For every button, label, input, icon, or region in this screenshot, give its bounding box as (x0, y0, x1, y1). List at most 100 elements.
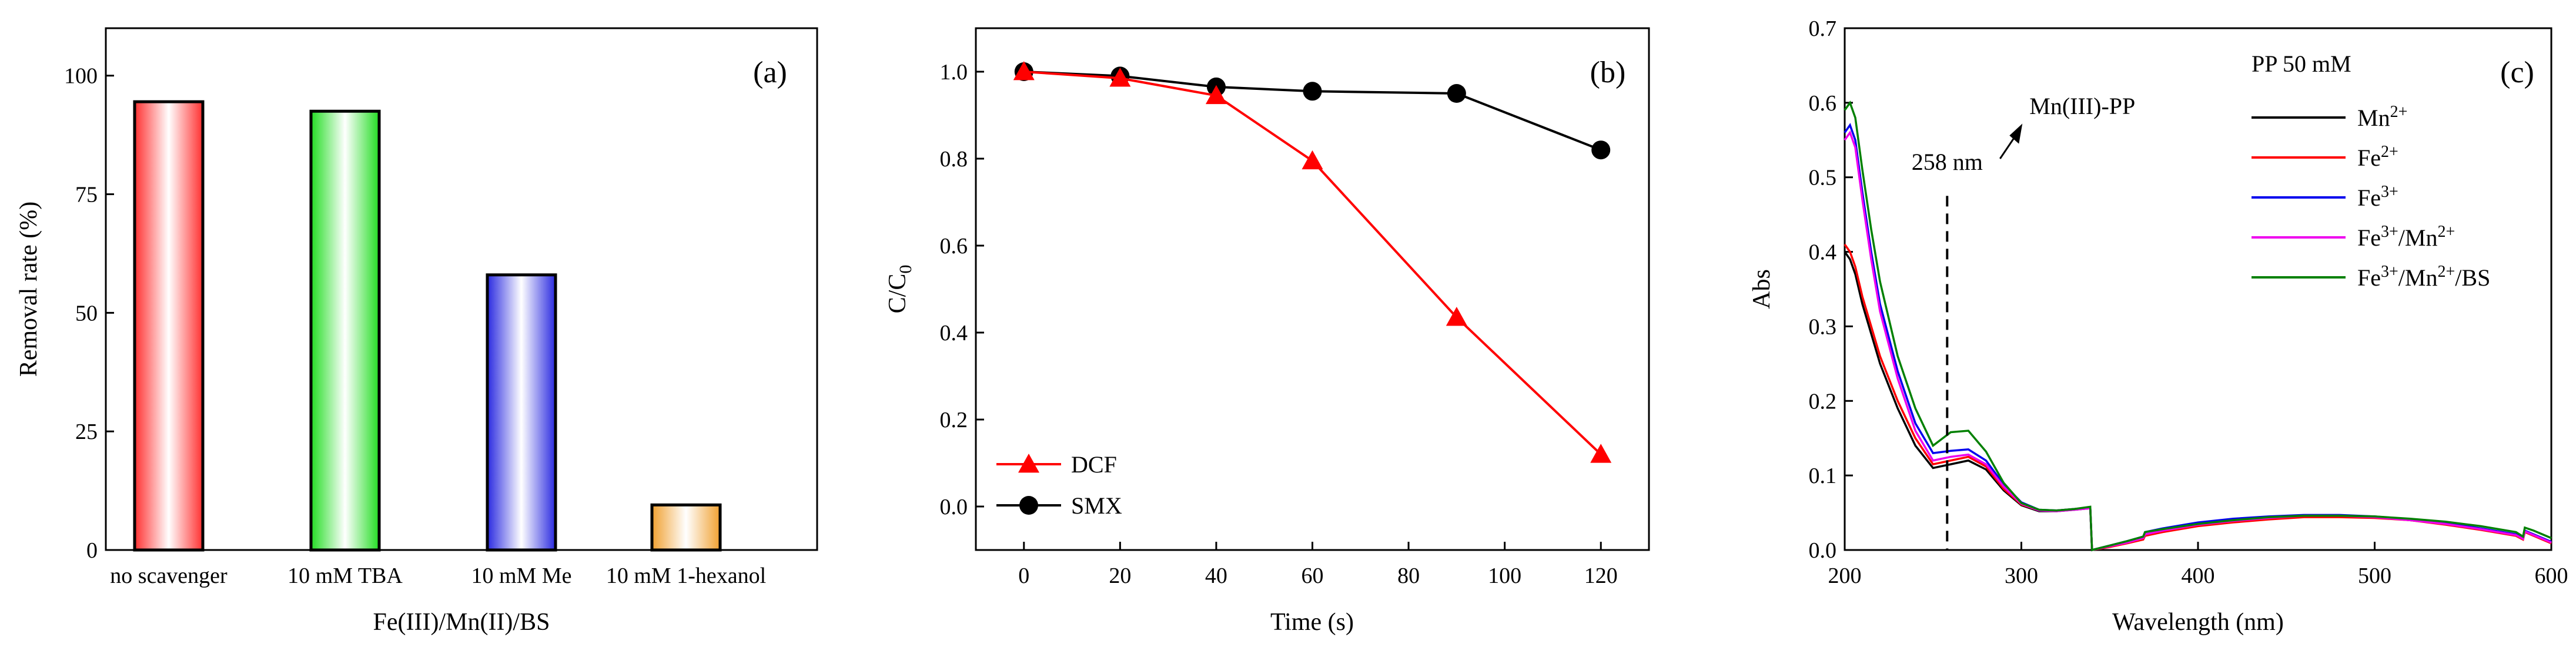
panel-c-ytick-label: 0.0 (1809, 538, 1837, 563)
panel-a-ylabel: Removal rate (%) (15, 202, 42, 377)
legend-label-mid: /Mn (2398, 264, 2438, 291)
panel-c-xtick-label: 200 (1828, 564, 1862, 588)
legend-label-4: Fe3+/Mn2+/BS (2357, 263, 2490, 291)
panel-c-xlabel: Wavelength (nm) (2112, 609, 2284, 636)
panel-b-xtick-label: 40 (1205, 564, 1227, 588)
panel-c-frame (1844, 27, 2552, 551)
spectrum-line-2 (1844, 123, 2552, 552)
bar-2 (486, 273, 557, 552)
panel-b-ytick-label: 0.8 (940, 147, 968, 172)
chart-panel-c: 200 300 400 500 6000.00.10.20.30.40.50.60.7 … (1748, 16, 2568, 636)
spectrum-line-4 (1844, 100, 2552, 552)
panel-b-xtick-label: 100 (1488, 564, 1521, 588)
point-dcf (1205, 85, 1227, 105)
legend-label-mid: /Mn (2398, 224, 2438, 251)
legend-label-base: Fe (2357, 224, 2381, 251)
panel-b-ytick-label: 0.4 (940, 321, 968, 346)
series-line-smx (1023, 71, 1601, 152)
panel-c-ytick-label: 0.3 (1809, 314, 1837, 339)
panel-b-series (1013, 61, 1612, 463)
panel-b-ytick-label: 0.2 (940, 408, 968, 432)
panel-a-category-label: 10 mM 1-hexanol (606, 564, 766, 588)
legend-label-2: Fe3+ (2357, 183, 2398, 212)
spectrum-line-3 (1844, 130, 2552, 552)
legend-label-sup: 2+ (2381, 143, 2398, 161)
panel-c-ylabel: Abs (1748, 269, 1775, 309)
panel-c-ticks: 200 300 400 500 600 0.0 0.1 0.2 0.3 0.4 0.5 0.6 0.7 (1809, 16, 2568, 588)
panel-b-xtick-label: 120 (1584, 564, 1618, 588)
legend-label-sup2: 2+ (2437, 223, 2455, 241)
legend-label-sup: 2+ (2390, 103, 2408, 121)
panel-c-ytick-label: 0.5 (1809, 166, 1837, 190)
panel-b-tag: (b) (1590, 56, 1626, 89)
spectrum-line-1 (1844, 243, 2552, 552)
panel-c-legend: PP 50 mMMn2+Fe2+Fe3+Fe3+/Mn2+Fe3+/Mn2+/B… (2252, 51, 2490, 291)
panel-b-xtick-label: 80 (1397, 564, 1420, 588)
panel-a-xlabel: Fe(III)/Mn(II)/BS (373, 609, 550, 636)
panel-a-category-label: 10 mM Me (471, 564, 572, 588)
panel-c-xtick-label: 400 (2182, 564, 2215, 588)
chart-panel-a: 0 25 50 75 100 no scavenger 10 mM TBA 10 mM Me… (15, 27, 818, 636)
panel-b-ytick-label: 0.0 (940, 495, 968, 519)
panel-a-ticks: 0 25 50 75 100 (64, 64, 687, 563)
legend-label-dcf: DCF (1071, 451, 1117, 478)
point-dcf (1109, 68, 1131, 87)
panel-c-ytick-label: 0.4 (1809, 240, 1837, 265)
bar-3 (650, 503, 722, 552)
chart-panel-b: 0 20 40 60 80 100 120 0.0 0.2 0.4 0.6 0.8 1.0 (b) Ti… (884, 27, 1650, 636)
legend-marker-dcf (1018, 454, 1039, 473)
panel-c-xtick-label: 500 (2358, 564, 2391, 588)
panel-a-category-label: no scavenger (110, 564, 228, 588)
panel-a-frame (105, 27, 818, 551)
legend-label-smx: SMX (1071, 492, 1122, 519)
panel-c-ytick-label: 0.1 (1809, 464, 1837, 488)
panel-a-ytick-label: 50 (75, 301, 98, 326)
panel-c-xtick-label: 300 (2005, 564, 2038, 588)
spectrum-line-0 (1844, 251, 2552, 552)
point-dcf (1302, 150, 1323, 170)
panel-b-xlabel: Time (s) (1270, 609, 1354, 636)
panel-c-tag: (c) (2500, 56, 2534, 89)
series-line-dcf (1023, 71, 1602, 455)
panel-b-ytick-label: 1.0 (940, 60, 968, 85)
panel-a-ytick-label: 25 (75, 420, 98, 444)
bar-0 (133, 100, 205, 552)
bar-1 (309, 109, 381, 552)
panel-a-bars: no scavenger 10 mM TBA 10 mM Me 10 mM 1-hex… (110, 100, 766, 588)
panel-c-series (1844, 100, 2552, 552)
panel-a-ytick-label: 0 (86, 538, 98, 563)
panel-a-tag: (a) (753, 56, 787, 89)
panel-c-ytick-label: 0.2 (1809, 389, 1837, 414)
point-dcf (1590, 444, 1612, 463)
legend-label-base: Fe (2357, 264, 2381, 291)
wavelength-marker-label: 258 nm (1912, 149, 1983, 175)
legend-label-sup: 3+ (2381, 183, 2398, 201)
panel-b-ylabel: C/C0 (884, 265, 915, 314)
legend-label-sup: 3+ (2381, 223, 2398, 241)
panel-c-ytick-label: 0.7 (1809, 16, 1837, 41)
panel-a-ytick-label: 100 (64, 64, 98, 89)
panel-b-legend: DCF SMX (996, 451, 1122, 519)
panel-b-ticks: 0 20 40 60 80 100 120 0.0 0.2 0.4 0.6 0.8 1.0 (940, 60, 1618, 588)
panel-b-xtick-label: 0 (1018, 564, 1029, 588)
panel-a-category-label: 10 mM TBA (287, 564, 403, 588)
annotation-arrow-label: Mn(III)-PP (2029, 93, 2135, 119)
legend-label-1: Fe2+ (2357, 143, 2398, 172)
panel-c-annotation: 258 nm Mn(III)-PP (1912, 93, 2135, 550)
legend-label-0: Mn2+ (2357, 103, 2407, 132)
panel-b-ylabel-main: C/C (884, 274, 911, 314)
point-smx (1447, 84, 1466, 103)
point-dcf (1013, 61, 1035, 81)
legend-title: PP 50 mM (2252, 51, 2351, 77)
legend-label-sup2: 2+ (2437, 263, 2455, 281)
legend-label-3: Fe3+/Mn2+ (2357, 223, 2455, 251)
legend-label-base: Mn (2357, 105, 2390, 131)
panel-b-xtick-label: 60 (1302, 564, 1324, 588)
legend-label-base: Fe (2357, 145, 2381, 171)
panel-a-ytick-label: 75 (75, 183, 98, 207)
point-dcf (1446, 307, 1467, 326)
panel-c-ytick-label: 0.6 (1809, 91, 1837, 116)
point-smx (1303, 82, 1322, 101)
legend-label-tail: /BS (2455, 264, 2490, 291)
